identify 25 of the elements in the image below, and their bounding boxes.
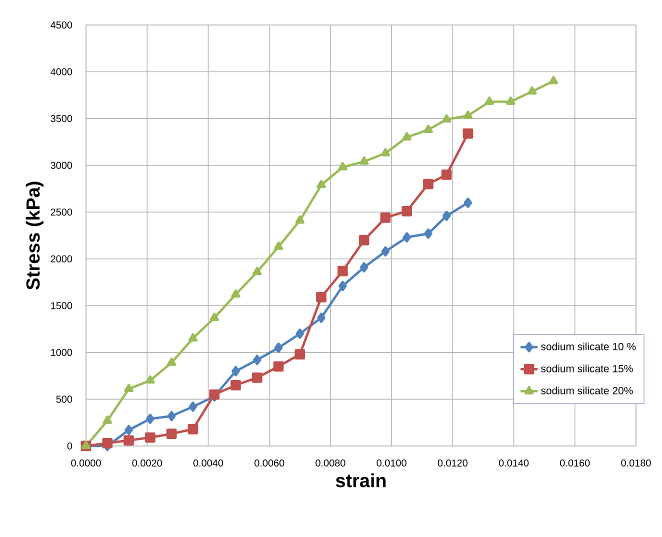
y-tick-label: 4000 bbox=[50, 68, 72, 76]
x-tick-label: 0.0100 bbox=[376, 460, 406, 467]
x-tick-label: 0.0020 bbox=[132, 460, 162, 467]
x-tick-label: 0.0180 bbox=[621, 460, 651, 467]
y-tick-label: 2500 bbox=[50, 208, 72, 216]
x-tick-label: 0.0040 bbox=[193, 460, 224, 467]
x-tick-label: 0.0160 bbox=[560, 460, 590, 467]
legend-label: sodium silicate 15% bbox=[541, 364, 633, 372]
y-tick-label: 500 bbox=[56, 396, 72, 403]
y-tick-label: 2000 bbox=[50, 255, 72, 262]
x-tick-label: 0.0000 bbox=[71, 460, 101, 467]
y-axis-title: Stress (kPa) bbox=[26, 182, 44, 290]
x-axis-title: strain bbox=[336, 473, 386, 488]
x-tick-label: 0.0120 bbox=[438, 460, 468, 467]
y-tick-label: 4500 bbox=[50, 21, 72, 29]
y-tick-label: 1000 bbox=[51, 348, 72, 356]
y-tick-label: 3000 bbox=[50, 162, 72, 169]
y-tick-label: 1500 bbox=[51, 302, 72, 310]
legend-label: sodium silicate 20% bbox=[541, 386, 633, 394]
x-tick-label: 0.0080 bbox=[316, 460, 346, 467]
x-tick-label: 0.0140 bbox=[498, 460, 529, 467]
y-tick-label: 0 bbox=[67, 442, 72, 450]
x-tick-label: 0.0060 bbox=[254, 460, 284, 467]
y-tick-label: 3500 bbox=[50, 115, 72, 122]
legend-label: sodium silicate 10 % bbox=[541, 342, 636, 350]
